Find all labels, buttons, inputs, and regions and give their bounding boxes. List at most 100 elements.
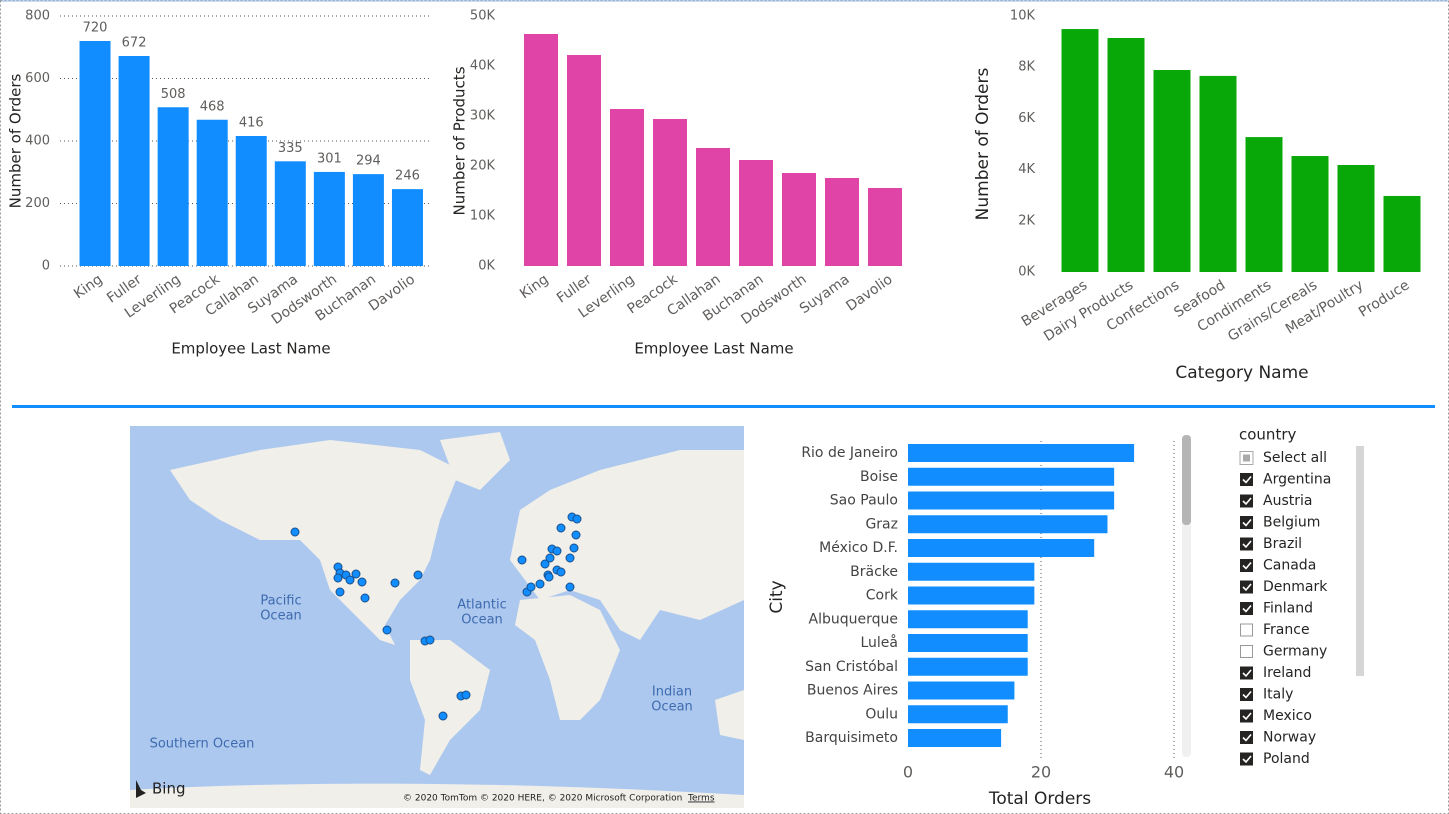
checkbox-empty (1240, 645, 1253, 658)
bar (610, 109, 644, 266)
slicer-item[interactable]: Poland (1240, 751, 1310, 767)
slicer-item[interactable]: Canada (1240, 558, 1316, 574)
bar (825, 178, 859, 266)
y-tick-label: 4K (1018, 162, 1035, 177)
bar (524, 34, 558, 266)
x-tick-label: Produce (1356, 277, 1412, 320)
slicer-item[interactable]: Finland (1240, 601, 1313, 617)
slicer-item-label: Canada (1263, 558, 1316, 574)
x-tick-label: Davolio (843, 271, 895, 314)
slicer-item[interactable]: Belgium (1240, 515, 1320, 531)
y-tick-label: 50K (470, 9, 496, 24)
checkmark (1242, 475, 1252, 484)
checkbox-empty (1240, 623, 1253, 637)
slicer-item-label: Norway (1263, 730, 1316, 746)
bar (118, 56, 150, 266)
checkbox-checked (1240, 537, 1253, 551)
y-tick-label: 0 (42, 259, 50, 274)
bar (868, 188, 902, 266)
slicer-item-label: Ireland (1263, 665, 1311, 681)
y-tick-label: Cork (866, 588, 899, 604)
y-tick-label: 40K (470, 59, 496, 74)
y-axis-title: Number of Products (451, 66, 469, 215)
bar (908, 681, 1015, 700)
bar (908, 634, 1028, 652)
y-tick-label: San Cristóbal (805, 659, 898, 675)
ocean-label: Ocean (260, 609, 302, 624)
y-tick-label: México D.F. (819, 540, 898, 556)
map[interactable]: PacificOceanAtlanticOceanIndianOceanSout… (130, 426, 744, 808)
slicer-item[interactable]: Denmark (1240, 579, 1328, 595)
y-tick-label: 0K (478, 259, 495, 274)
bar (908, 610, 1028, 629)
checkbox-checked (1240, 688, 1253, 701)
checkbox-checked (1240, 709, 1253, 723)
slicer-item[interactable]: Ireland (1240, 665, 1311, 681)
slicer-title: country (1239, 426, 1296, 444)
x-tick-label: 0 (903, 763, 913, 782)
y-tick-label: Albuquerque (809, 611, 898, 627)
bar (1291, 156, 1329, 272)
data-label: 246 (395, 169, 420, 184)
bar (653, 119, 687, 266)
checkmark (1242, 518, 1252, 527)
x-axis-title: Employee Last Name (171, 340, 330, 358)
y-tick-label: 800 (25, 9, 50, 24)
checkbox-checked (1240, 731, 1253, 744)
x-tick-label: 40 (1164, 763, 1184, 782)
bar (908, 539, 1095, 557)
bar (782, 173, 816, 266)
slicer-item[interactable]: Select all (1239, 450, 1327, 466)
y-tick-label: Sao Paulo (830, 493, 898, 509)
slicer-item[interactable]: Norway (1240, 730, 1316, 746)
checkmark (1242, 733, 1252, 742)
slicer-item-label: Poland (1263, 751, 1310, 767)
checkmark (1242, 755, 1252, 764)
checkmark (1242, 669, 1252, 678)
y-tick-label: 2K (1018, 213, 1035, 228)
bar (235, 136, 267, 266)
map-logo: Bing (152, 780, 186, 798)
slicer-item-label: Mexico (1263, 708, 1312, 724)
data-label: 335 (278, 141, 303, 156)
bar (1107, 38, 1145, 273)
bar (391, 189, 423, 266)
slicer-item-label: Germany (1263, 644, 1327, 660)
data-label: 294 (356, 154, 381, 169)
checkmark (1242, 497, 1252, 506)
checkbox-checked (1240, 666, 1253, 680)
map-terms[interactable]: Terms (687, 794, 715, 804)
slicer-item[interactable]: Brazil (1240, 536, 1302, 552)
ocean-label: Ocean (651, 700, 693, 715)
slicer-item-label: Italy (1263, 687, 1293, 703)
slicer-item-label: Denmark (1263, 579, 1328, 595)
checkmark (1242, 540, 1252, 549)
x-tick-label: King (71, 271, 105, 302)
slicer-item[interactable]: Germany (1240, 644, 1328, 660)
slicer-item[interactable]: Italy (1240, 687, 1293, 703)
y-tick-label: Rio de Janeiro (801, 445, 898, 461)
scrollbar-thumb[interactable] (1182, 435, 1191, 525)
slicer-scrollbar[interactable] (1356, 446, 1364, 676)
slicer-item[interactable]: France (1240, 622, 1310, 638)
checkbox-checked (1240, 559, 1253, 572)
slicer-item-label: Argentina (1263, 472, 1331, 488)
checkmark (1242, 712, 1252, 721)
ocean-label: Atlantic (457, 598, 506, 613)
bar (908, 586, 1035, 605)
ocean-label: Pacific (260, 594, 301, 609)
x-axis-title: Total Orders (988, 789, 1091, 809)
slicer-item[interactable]: Mexico (1240, 708, 1312, 724)
y-tick-label: 6K (1018, 111, 1035, 126)
slicer-item[interactable]: Argentina (1240, 472, 1331, 488)
slicer-item[interactable]: Austria (1240, 493, 1312, 509)
y-tick-label: Luleå (860, 634, 898, 651)
bar (1245, 137, 1283, 272)
checkbox-checked (1240, 494, 1253, 508)
checkbox-checked (1240, 473, 1253, 486)
slicer-item-label: Brazil (1263, 536, 1302, 552)
bar (908, 705, 1008, 724)
ocean-label: Southern Ocean (150, 737, 255, 752)
x-tick-label: King (517, 271, 551, 302)
bar (157, 107, 189, 266)
